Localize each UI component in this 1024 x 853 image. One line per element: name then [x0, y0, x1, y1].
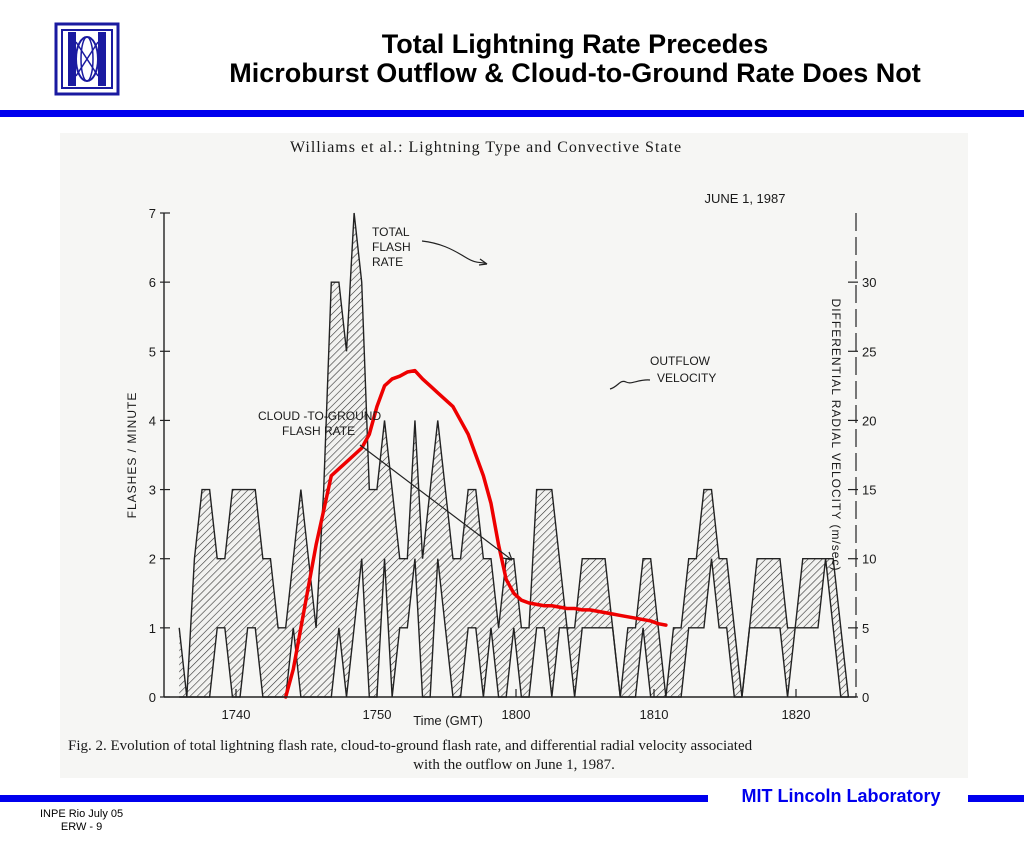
total-flash-rate-arrow	[421, 240, 488, 265]
cg-label-2: FLASH RATE	[282, 424, 355, 438]
top-divider	[0, 110, 1024, 117]
y-right-tick-label: 30	[862, 275, 876, 290]
caption-line-2: with the outflow on June 1, 1987.	[413, 757, 615, 773]
y-tick-label: 6	[149, 275, 156, 290]
y-tick-label: 1	[149, 621, 156, 636]
total-flash-rate-label-1: TOTAL	[372, 225, 410, 239]
figure-header: Williams et al.: Lightning Type and Conv…	[290, 139, 682, 156]
y-right-tick-label: 20	[862, 413, 876, 428]
date-label: JUNE 1, 1987	[705, 191, 786, 206]
y-right-axis-title: DIFFERENTIAL RADIAL VELOCITY (m/sec)	[829, 299, 843, 572]
y-tick-label: 3	[149, 483, 156, 498]
y-right-tick-label: 0	[862, 690, 869, 705]
footer: INPE Rio July 05 ERW - 9	[40, 808, 123, 834]
y-tick-label: 5	[149, 344, 156, 359]
flash-rate-band	[179, 213, 849, 697]
footer-line-1: INPE Rio July 05	[40, 808, 124, 820]
y-tick-label: 7	[149, 206, 156, 221]
slide-title-line-1: Total Lightning Rate Precedes	[381, 29, 769, 59]
y-axis-title: FLASHES / MINUTE	[125, 392, 139, 519]
slide-title: Total Lightning Rate Precedes Microburst…	[140, 30, 1010, 88]
x-tick-label: 1750	[363, 707, 392, 722]
y-right-tick-label: 25	[862, 344, 876, 359]
y-right-tick-label: 10	[862, 552, 876, 567]
outflow-label-2: VELOCITY	[657, 371, 716, 385]
chart-svg: Williams et al.: Lightning Type and Conv…	[68, 139, 876, 773]
total-flash-rate-arrowhead	[478, 258, 488, 266]
x-tick-label: 1810	[640, 707, 669, 722]
total-flash-rate-annotation: TOTAL FLASH RATE	[372, 225, 488, 269]
outflow-velocity-line	[283, 368, 668, 699]
y-tick-label: 0	[149, 690, 156, 705]
y-tick-label: 4	[149, 413, 156, 428]
plot-area: 0 1 2 3 4 5 6 7 0 5 10 15 20 25 30 1740 1750 1800 1810 1820…	[125, 206, 876, 728]
bottom-divider-right	[968, 795, 1024, 802]
bottom-divider-left	[0, 795, 708, 802]
outflow-velocity-annotation: OUTFLOW VELOCITY	[609, 354, 716, 390]
cg-arrowhead	[502, 551, 513, 561]
footer-line-2: ERW - 9	[60, 821, 103, 833]
y-tick-label: 2	[149, 552, 156, 567]
x-tick-label: 1820	[782, 707, 811, 722]
cg-arrow	[359, 444, 513, 561]
cg-label-1: CLOUD -TO-GROUND	[258, 409, 381, 423]
x-axis-title: Time (GMT)	[413, 713, 483, 728]
caption-line-1: Fig. 2. Evolution of total lightning fla…	[68, 738, 753, 754]
mit-ll-logo	[54, 22, 120, 96]
slide-title-line-2: Microburst Outflow & Cloud-to-Ground Rat…	[229, 58, 921, 88]
y-right-tick-label: 15	[862, 483, 876, 498]
y-right-tick-label: 5	[862, 621, 869, 636]
outflow-arrow	[609, 379, 651, 390]
total-flash-rate-label-3: RATE	[372, 255, 403, 269]
x-tick-label: 1740	[222, 707, 251, 722]
scanned-figure: Williams et al.: Lightning Type and Conv…	[60, 133, 968, 778]
x-tick-label: 1800	[502, 707, 531, 722]
total-flash-rate-label-2: FLASH	[372, 240, 411, 254]
outflow-label-1: OUTFLOW	[650, 354, 711, 368]
total-flash-rate-line	[178, 212, 850, 698]
cloud-to-ground-annotation: CLOUD -TO-GROUND FLASH RATE	[258, 409, 513, 561]
organization-name: MIT Lincoln Laboratory	[741, 786, 941, 806]
